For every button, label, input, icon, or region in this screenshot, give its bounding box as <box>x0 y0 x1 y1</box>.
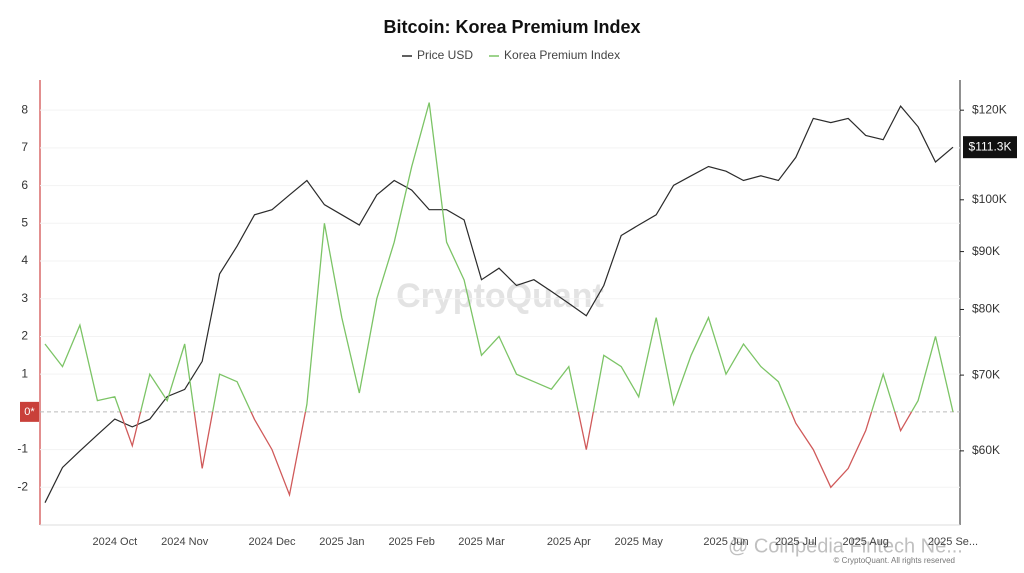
y-tick-label: 2 <box>21 329 28 343</box>
x-tick-label: 2024 Oct <box>93 536 138 548</box>
y-tick-label: 3 <box>21 291 28 305</box>
overlay-text: @ Coinpedia Fintech Ne... <box>728 535 963 557</box>
x-tick-label: 2024 Dec <box>248 536 296 548</box>
y2-tick-label: $70K <box>972 367 1000 381</box>
x-tick-label: 2024 Nov <box>161 536 209 548</box>
x-tick-label: 2025 Apr <box>547 536 591 548</box>
x-tick-label: 2025 Aug <box>842 536 889 548</box>
legend-label: Korea Premium Index <box>504 48 620 62</box>
source-note: © CryptoQuant. All rights reserved <box>834 556 956 565</box>
y-tick-label: 6 <box>21 178 28 192</box>
y-tick-label: 8 <box>21 102 28 116</box>
y-tick-label: 5 <box>21 215 28 229</box>
x-tick-label: 2025 Jan <box>319 536 364 548</box>
last-value-box <box>963 136 1017 159</box>
legend-label: Price USD <box>417 48 473 62</box>
y-tick-label: 4 <box>21 253 28 267</box>
y2-tick-label: $120K <box>972 102 1007 116</box>
y-tick-label: 1 <box>21 366 28 380</box>
y-tick-label: -2 <box>17 479 28 493</box>
x-tick-label: 2025 Feb <box>388 536 434 548</box>
x-tick-label: 2025 Mar <box>458 536 505 548</box>
x-tick-label: 2025 Jun <box>703 536 748 548</box>
zero-tick-box <box>20 401 39 422</box>
y2-tick-label: $80K <box>972 302 1000 316</box>
y2-tick-label: $90K <box>972 244 1000 258</box>
watermark: CryptoQuant <box>396 277 604 315</box>
y-tick-label: -1 <box>17 442 28 456</box>
premium-line-negative <box>119 411 954 498</box>
x-tick-label: 2025 Jul <box>775 536 817 548</box>
premium-line-positive <box>44 102 954 412</box>
x-tick-label: 2025 May <box>615 536 664 548</box>
x-tick-label: 2025 Se... <box>928 536 978 548</box>
y-tick-label: 7 <box>21 140 28 154</box>
chart-title: Bitcoin: Korea Premium Index <box>383 17 640 37</box>
y2-tick-label: $100K <box>972 192 1007 206</box>
price-line <box>44 105 954 503</box>
y2-tick-label: $60K <box>972 443 1000 457</box>
last-value-label: $111.3K <box>969 139 1012 153</box>
y-tick-label: 0* <box>24 406 35 418</box>
